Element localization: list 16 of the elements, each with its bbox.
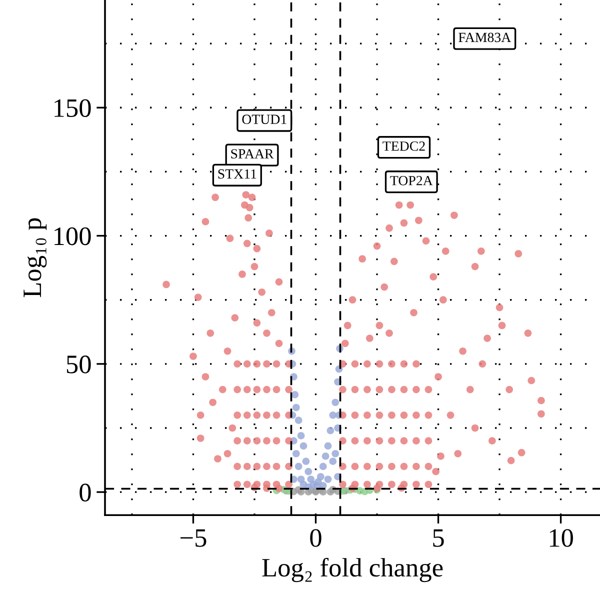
x-tick-label: 10 bbox=[550, 529, 573, 547]
x-axis-title: Log₂ fold change bbox=[262, 558, 443, 582]
x-tick-label: 5 bbox=[433, 529, 444, 547]
annotation: SPAAR bbox=[231, 149, 274, 159]
y-tick-label: 0 bbox=[80, 484, 91, 502]
y-axis-title: Log₁₀ p bbox=[24, 218, 47, 298]
x-tick-label: 0 bbox=[310, 529, 322, 547]
annotation: STX11 bbox=[218, 169, 256, 179]
annotation: TEDC2 bbox=[382, 141, 425, 151]
annotation: FAM83A bbox=[458, 32, 512, 42]
annotation: OTUD1 bbox=[242, 114, 286, 124]
y-tick-label: 100 bbox=[54, 227, 91, 246]
annotation: TOP2A bbox=[390, 176, 433, 186]
y-tick-label: 150 bbox=[54, 99, 91, 118]
y-tick-label: 50 bbox=[66, 356, 91, 374]
x-tick-label: −5 bbox=[180, 529, 206, 547]
